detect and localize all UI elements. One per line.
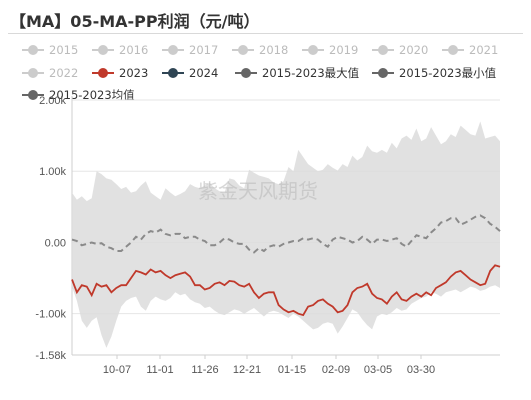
legend-item-9: 2024 — [162, 66, 218, 80]
legend-marker — [98, 45, 108, 55]
x-tick-label: 03-30 — [407, 364, 435, 376]
legend-label: 2015 — [49, 43, 78, 57]
legend-marker — [168, 68, 178, 78]
legend-marker — [308, 45, 318, 55]
legend-item-6: 2021 — [442, 43, 498, 57]
legend-item-5: 2020 — [372, 43, 428, 57]
x-tick-label: 10-07 — [103, 364, 131, 376]
chart-title: 【MA】05-MA-PP利润（元/吨） — [10, 12, 260, 31]
range-band — [72, 121, 500, 348]
legend-label: 2023 — [119, 66, 148, 80]
legend-marker — [28, 68, 38, 78]
x-tick-label: 02-09 — [322, 364, 350, 376]
legend-marker — [98, 68, 108, 78]
legend-label: 2021 — [469, 43, 498, 57]
legend-marker — [378, 68, 388, 78]
legend-item-10: 2015-2023最大值 — [235, 66, 360, 80]
legend-label: 2019 — [329, 43, 358, 57]
legend-marker — [448, 45, 458, 55]
legend-marker — [378, 45, 388, 55]
x-tick-label: 01-15 — [278, 364, 306, 376]
y-tick-label: -1.58k — [35, 350, 66, 362]
legend-item-12: 2015-2023均值 — [22, 88, 135, 102]
legend-label: 2015-2023均值 — [49, 88, 135, 102]
x-tick-label: 12-21 — [233, 364, 261, 376]
legend-marker — [241, 68, 251, 78]
legend-item-0: 2015 — [22, 43, 78, 57]
legend-item-7: 2022 — [22, 66, 78, 80]
legend-marker — [28, 90, 38, 100]
series-line-1 — [71, 264, 501, 317]
legend-marker — [238, 45, 248, 55]
y-tick-label: 2.00k — [39, 95, 66, 107]
legend-item-3: 2018 — [232, 43, 288, 57]
legend-item-4: 2019 — [302, 43, 358, 57]
legend-label: 2022 — [49, 66, 78, 80]
y-tick-label: 1.00k — [39, 166, 66, 178]
watermark: 紫金天风期货 — [198, 179, 318, 203]
legend-label: 2015-2023最小值 — [399, 66, 497, 80]
legend-item-8: 2023 — [92, 66, 148, 80]
legend-label: 2016 — [119, 43, 148, 57]
y-tick-label: 0.00 — [45, 237, 66, 249]
legend-item-2: 2017 — [162, 43, 218, 57]
legend-label: 2024 — [189, 66, 218, 80]
legend-item-11: 2015-2023最小值 — [372, 66, 497, 80]
legend-marker — [168, 45, 178, 55]
legend-item-1: 2016 — [92, 43, 148, 57]
series-line-0 — [71, 214, 501, 254]
legend-label: 2017 — [189, 43, 218, 57]
x-tick-label: 03-05 — [364, 364, 392, 376]
legend-label: 2018 — [259, 43, 288, 57]
legend-label: 2020 — [399, 43, 428, 57]
x-tick-label: 11-26 — [191, 364, 218, 376]
y-tick-label: -1.00k — [35, 309, 66, 321]
legend-marker — [28, 45, 38, 55]
legend-label: 2015-2023最大值 — [262, 66, 360, 80]
title-divider — [8, 33, 523, 34]
x-tick-label: 11-01 — [146, 364, 173, 376]
